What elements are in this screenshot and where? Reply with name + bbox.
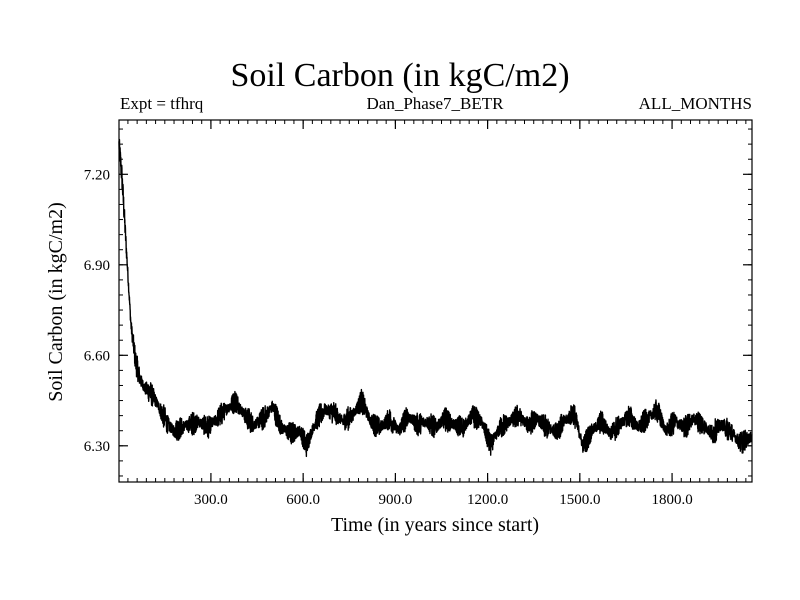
experiment-label: Expt = tfhrq bbox=[120, 94, 204, 113]
series-layer bbox=[118, 138, 753, 458]
y-tick-label: 7.20 bbox=[84, 167, 110, 183]
y-tick-label: 6.90 bbox=[84, 258, 110, 274]
x-tick-label: 600.0 bbox=[286, 492, 320, 508]
y-tick-label: 6.30 bbox=[84, 439, 110, 455]
x-tick-label: 900.0 bbox=[379, 492, 413, 508]
chart-title: Soil Carbon (in kgC/m2) bbox=[230, 57, 570, 94]
x-tick-label: 1500.0 bbox=[559, 492, 600, 508]
y-tick-label: 6.60 bbox=[84, 348, 110, 364]
months-label: ALL_MONTHS bbox=[638, 94, 752, 113]
plot-area bbox=[118, 119, 753, 483]
series-line-soil-carbon bbox=[118, 138, 753, 458]
y-axis-label: Soil Carbon (in kgC/m2) bbox=[45, 202, 67, 401]
plot-frame bbox=[118, 119, 753, 483]
x-tick-label: 1800.0 bbox=[651, 492, 692, 508]
x-axis-label: Time (in years since start) bbox=[331, 514, 539, 536]
x-tick-label: 1200.0 bbox=[467, 492, 508, 508]
case-label: Dan_Phase7_BETR bbox=[366, 94, 504, 113]
x-tick-label: 300.0 bbox=[194, 492, 228, 508]
axis-layer: 300.0 600.0 900.0 1200.0 1500.0 1800.0 6.30 6.6… bbox=[84, 120, 752, 508]
